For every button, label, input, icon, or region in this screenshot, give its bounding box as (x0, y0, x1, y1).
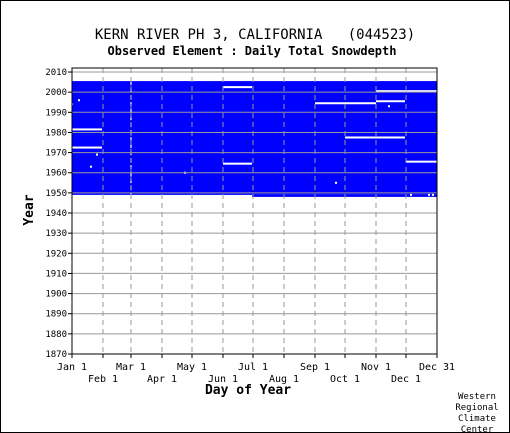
x-axis-ticks: Jan 1 Mar 1 May 1 Jul 1 Sep 1 Nov 1 Dec 31 Feb … (57, 354, 455, 385)
y-tick-label: 1970 (45, 149, 67, 159)
missing-point (432, 193, 434, 196)
x-tick-label: Apr 1 (147, 374, 177, 385)
missing-segment (345, 136, 405, 139)
chart-subtitle: Observed Element : Daily Total Snowdepth (108, 44, 397, 58)
missing-point (428, 193, 430, 196)
y-tick-label: 1870 (45, 350, 67, 360)
x-tick-label: Sep 1 (300, 362, 330, 373)
gridlines (72, 68, 437, 355)
data-coverage-layer (72, 81, 437, 197)
y-tick-label: 1900 (45, 290, 67, 300)
missing-segment (223, 162, 252, 165)
x-tick-label: Dec 1 (391, 374, 421, 385)
x-tick-label: Oct 1 (330, 374, 360, 385)
missing-segment (376, 90, 437, 93)
y-tick-label: 1890 (45, 310, 67, 320)
x-tick-label: Jul 1 (238, 362, 268, 373)
plot-frame (71, 67, 438, 355)
missing-segment (72, 146, 102, 149)
x-tick-label: Nov 1 (361, 362, 391, 373)
x-tick-label: Aug 1 (269, 374, 299, 385)
y-axis-ticks: 2010 2000 1990 1980 1970 1960 1950 1940 1930 1920… (45, 68, 72, 360)
missing-segment (406, 160, 437, 163)
plot-border (71, 67, 438, 355)
x-tick-label: May 1 (177, 362, 207, 373)
y-tick-label: 1990 (45, 108, 67, 118)
y-tick-label: 2010 (45, 68, 67, 78)
x-axis-label: Day of Year (205, 383, 291, 398)
y-tick-label: 1910 (45, 269, 67, 279)
missing-segment (376, 100, 405, 103)
credit-line-4: Center (461, 425, 494, 433)
missing-segment (72, 128, 102, 131)
y-tick-label: 1950 (45, 189, 67, 199)
missing-point (96, 153, 98, 156)
missing-point (90, 165, 92, 168)
credit-block: Western Regional Climate Center (455, 392, 498, 433)
credit-line-2: Regional (455, 403, 498, 413)
y-tick-label: 1920 (45, 249, 67, 259)
y-tick-label: 1980 (45, 128, 67, 138)
x-tick-label: Jun 1 (208, 374, 238, 385)
missing-data-layer (71, 81, 437, 197)
credit-line-3: Climate (458, 414, 496, 424)
x-tick-label: Jan 1 (57, 362, 87, 373)
x-tick-label: Mar 1 (116, 362, 146, 373)
missing-point (410, 193, 412, 196)
y-tick-label: 2000 (45, 88, 67, 98)
y-tick-label: 1880 (45, 330, 67, 340)
y-tick-label: 1940 (45, 209, 67, 219)
missing-point (335, 181, 337, 184)
chart-title: KERN RIVER PH 3, CALIFORNIA (044523) (95, 27, 415, 43)
y-tick-label: 1930 (45, 229, 67, 239)
credit-line-1: Western (458, 392, 496, 402)
y-tick-label: 1960 (45, 169, 67, 179)
x-tick-label: Feb 1 (88, 374, 118, 385)
missing-point (388, 105, 390, 108)
missing-segment (315, 102, 376, 105)
missing-segment (223, 86, 252, 89)
x-tick-label: Dec 31 (419, 362, 455, 373)
missing-point (78, 99, 80, 102)
y-axis-label: Year (22, 194, 37, 225)
